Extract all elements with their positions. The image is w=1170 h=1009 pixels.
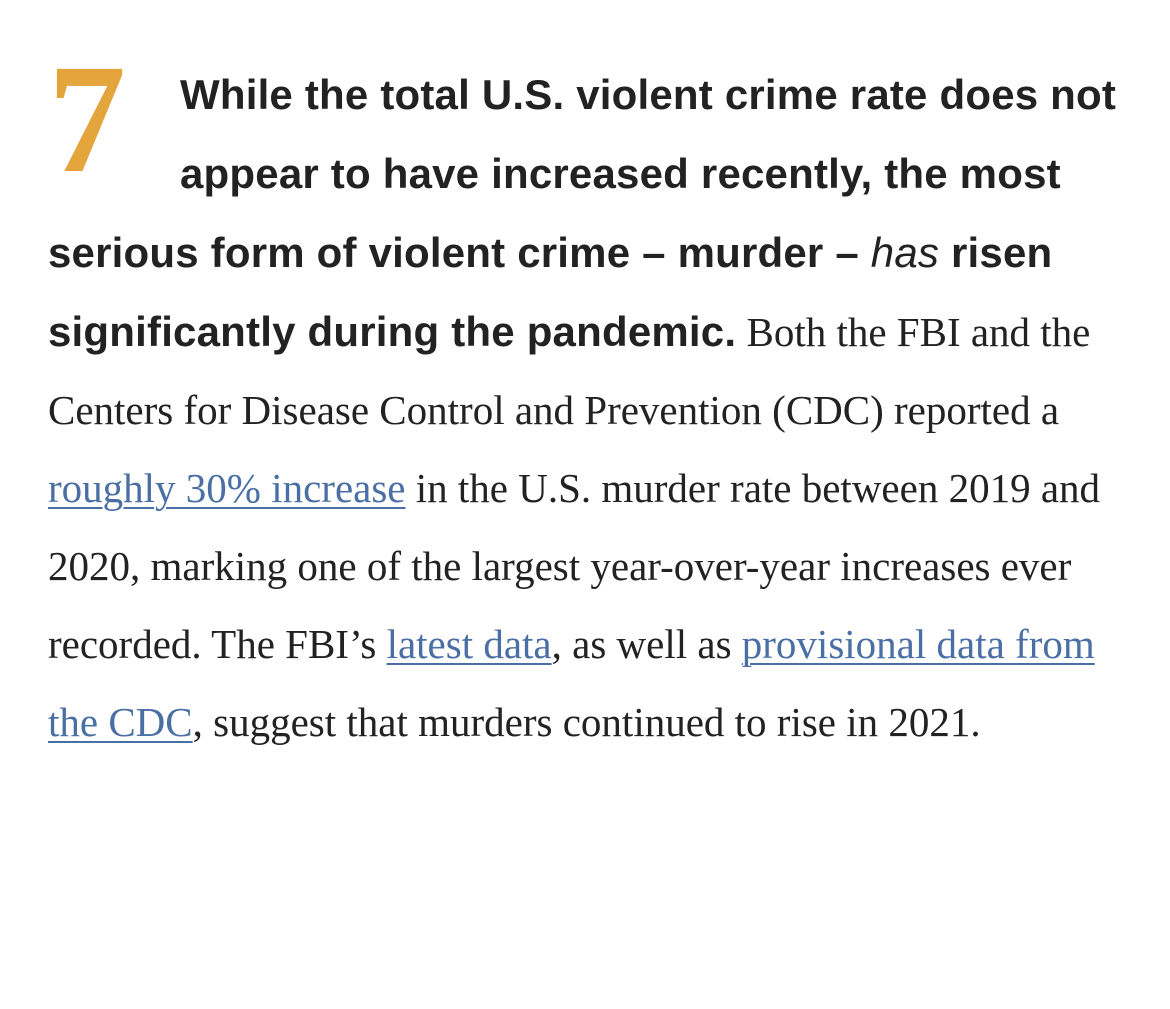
body-text-2: in the U.S. murder rate between 2019 and…	[48, 465, 1101, 667]
body-text-3: , as well as	[551, 621, 742, 667]
paragraph: While the total U.S. violent crime rate …	[48, 56, 1128, 762]
roughly-30-percent-increase-link[interactable]: roughly 30% increase	[48, 465, 406, 511]
provisional-cdc-data-link[interactable]: provisional data from the CDC	[48, 621, 1095, 745]
latest-data-link[interactable]: latest data	[386, 621, 552, 667]
lead-emphasis: has	[870, 229, 940, 276]
lead-sentence: While the total U.S. violent crime rate …	[48, 71, 1116, 355]
body-text-1: Both the FBI and the Centers for Disease…	[48, 309, 1091, 433]
article-section: 7 While the total U.S. violent crime rat…	[48, 32, 1128, 762]
body-text-4: , suggest that murders continued to rise…	[192, 699, 981, 745]
lead-text-2: risen significantly during the pandemic.	[48, 229, 1053, 355]
section-number: 7	[48, 32, 126, 205]
lead-text-1: While the total U.S. violent crime rate …	[48, 71, 1117, 276]
body-text: Both the FBI and the Centers for Disease…	[48, 309, 1100, 745]
